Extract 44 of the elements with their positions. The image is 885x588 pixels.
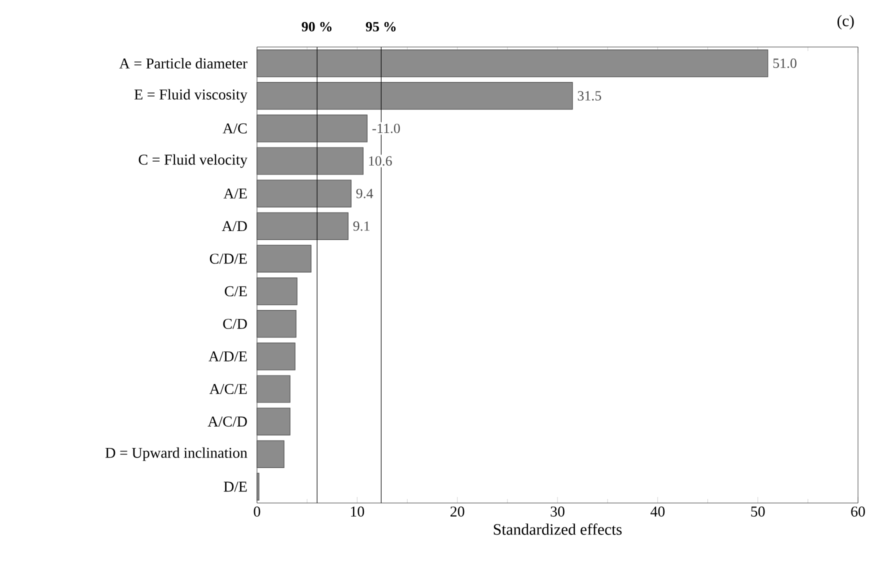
y-tick-label: E = Fluid viscosity	[134, 89, 248, 103]
text: (c)	[837, 15, 854, 30]
x-tick-label: 50	[751, 506, 765, 517]
y-tick-label: A/C/E	[209, 384, 247, 394]
bar	[256, 277, 298, 306]
y-tick-label: C = Fluid velocity	[138, 154, 248, 168]
annotation: -11.0	[372, 124, 400, 134]
y-tick-label: C/E	[224, 286, 247, 296]
bar	[256, 244, 312, 273]
bar	[256, 212, 348, 240]
bar	[256, 342, 296, 370]
y-tick-label: A/C	[222, 123, 247, 134]
bar	[256, 440, 284, 468]
y-tick-label: A/C/D	[208, 416, 247, 427]
y-tick-label: A/D	[222, 221, 247, 232]
y-tick-label: C/D/E	[210, 254, 247, 264]
x-tick-label: 30	[550, 506, 564, 517]
y-tick-label: D/E	[224, 482, 247, 492]
data-label: 31.5	[578, 91, 602, 101]
bar	[256, 375, 290, 403]
data-label: 9.1	[353, 221, 370, 231]
x-tick-label: 0	[254, 506, 260, 517]
x-tick-label: 40	[650, 506, 665, 517]
bar	[256, 114, 368, 142]
x-axis-title: Standardized effects	[494, 523, 622, 535]
y-tick-label: A/D/E	[208, 351, 247, 362]
x-tick-label: 20	[450, 506, 464, 517]
x-tick-label: 60	[851, 506, 865, 517]
y-tick-label: A/E	[224, 188, 247, 199]
y-tick-label: D = Upward inclination	[105, 447, 248, 461]
y-tick-label: C/D	[223, 318, 247, 329]
bar	[256, 82, 573, 110]
bar	[256, 147, 364, 175]
bar	[256, 408, 290, 436]
data-label: 9.4	[356, 188, 374, 198]
bar	[256, 472, 260, 501]
text: 90 %	[302, 22, 332, 32]
x-tick-label: 10	[351, 506, 364, 517]
y-tick-label: A = Particle diameter	[119, 58, 248, 69]
text: 95 %	[366, 22, 396, 32]
data-label: 51.0	[773, 58, 796, 68]
data-label: 10.6	[369, 156, 392, 166]
bar	[256, 180, 352, 208]
bar	[256, 310, 296, 338]
